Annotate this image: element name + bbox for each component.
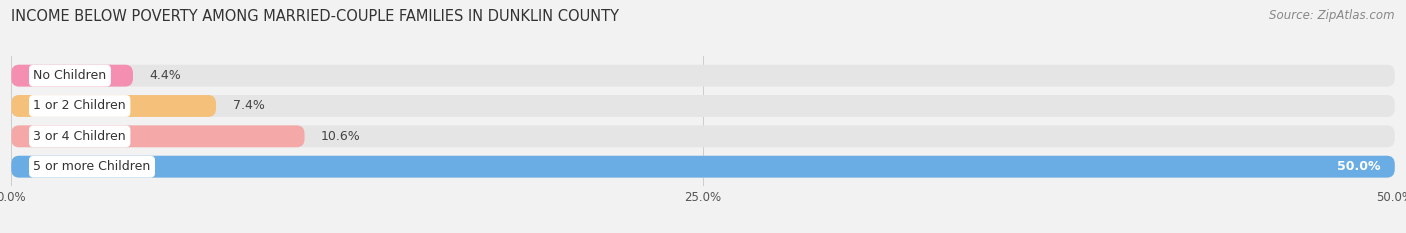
FancyBboxPatch shape [11,95,1395,117]
FancyBboxPatch shape [11,65,1395,87]
FancyBboxPatch shape [11,95,217,117]
FancyBboxPatch shape [11,125,1395,147]
Text: No Children: No Children [34,69,107,82]
FancyBboxPatch shape [11,125,305,147]
Text: 10.6%: 10.6% [321,130,361,143]
FancyBboxPatch shape [11,156,1395,178]
FancyBboxPatch shape [11,156,1395,178]
Text: 1 or 2 Children: 1 or 2 Children [34,99,127,113]
Text: 7.4%: 7.4% [232,99,264,113]
Text: 50.0%: 50.0% [1337,160,1381,173]
FancyBboxPatch shape [11,65,134,87]
Text: 5 or more Children: 5 or more Children [34,160,150,173]
Text: Source: ZipAtlas.com: Source: ZipAtlas.com [1270,9,1395,22]
Text: 3 or 4 Children: 3 or 4 Children [34,130,127,143]
Text: 4.4%: 4.4% [149,69,181,82]
Text: INCOME BELOW POVERTY AMONG MARRIED-COUPLE FAMILIES IN DUNKLIN COUNTY: INCOME BELOW POVERTY AMONG MARRIED-COUPL… [11,9,619,24]
